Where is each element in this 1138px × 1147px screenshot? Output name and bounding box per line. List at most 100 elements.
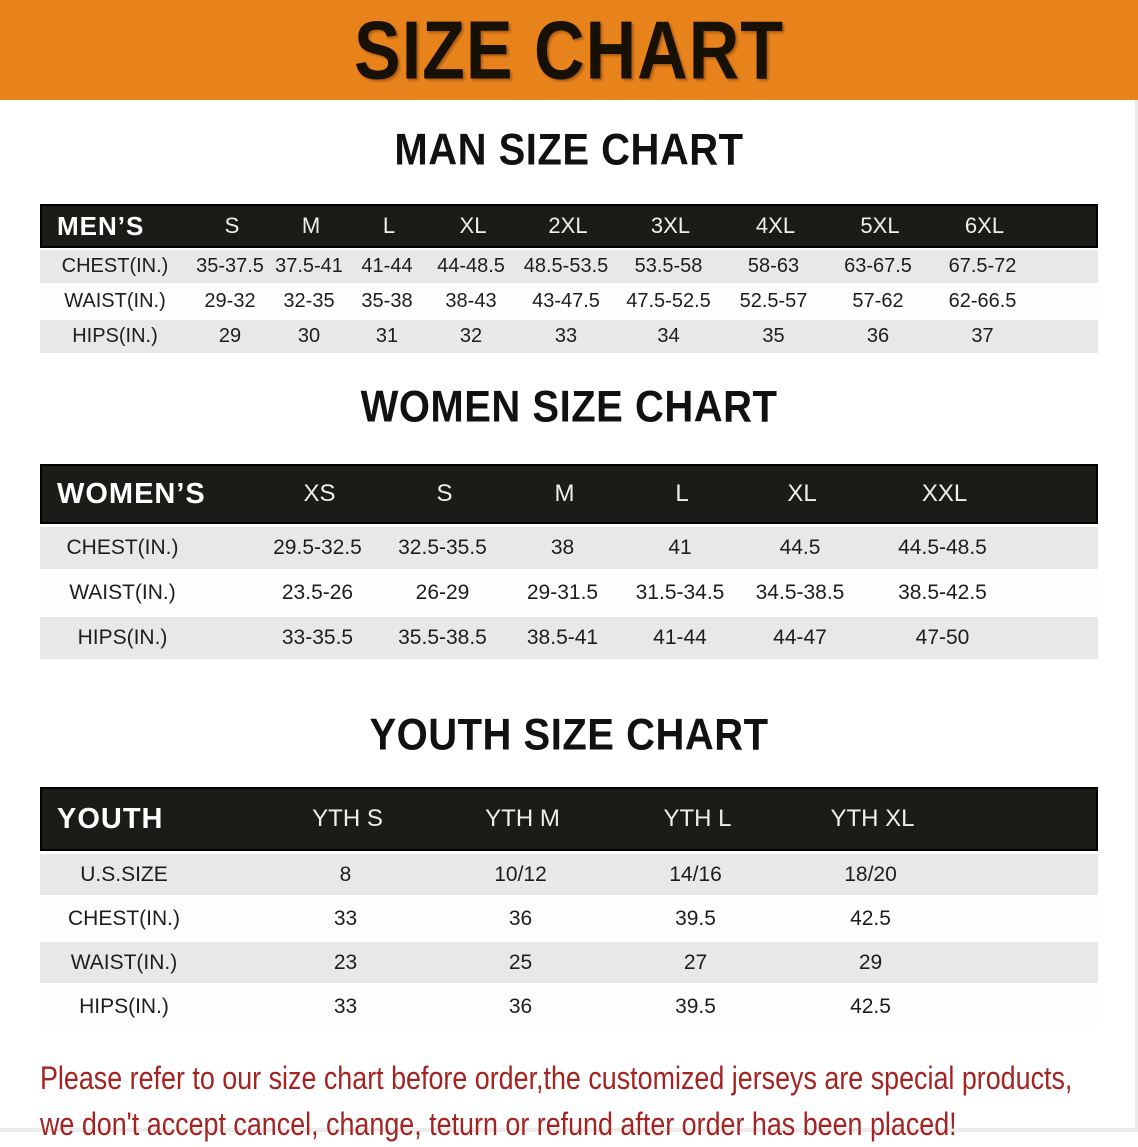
mens-size-value-cell: 44-48.5 bbox=[437, 255, 505, 277]
mens-size-value-cell: 35 bbox=[762, 325, 785, 347]
womens-size-value-cell: 31.5-34.5 bbox=[635, 581, 725, 604]
youth-size-column-header: YTH M bbox=[485, 805, 560, 832]
womens-size-value-cell: 41 bbox=[668, 536, 692, 559]
section-heading-women-text: WOMEN SIZE CHART bbox=[360, 382, 778, 432]
mens-size-value-cell: 58-63 bbox=[747, 255, 800, 277]
womens-size-column-header: XXL bbox=[921, 480, 968, 507]
mens-row-label: WAIST(IN.) bbox=[64, 290, 166, 312]
youth-size-value-cell: 36 bbox=[508, 994, 533, 1018]
mens-size-column-header: M bbox=[301, 213, 321, 238]
womens-size-value-cell: 44.5 bbox=[779, 536, 821, 559]
womens-table-row: CHEST(IN.) 29.5-32.5 32.5-35.5 38 41 44.5 44.5… bbox=[40, 527, 1098, 569]
mens-size-column-header: L bbox=[382, 213, 396, 238]
mens-size-column-header: XL bbox=[459, 213, 487, 238]
mens-table-header: MEN’S S M L XL 2XL 3XL 4XL 5XL 6XL bbox=[40, 204, 1098, 248]
womens-size-value-cell: 23.5-26 bbox=[281, 581, 354, 604]
womens-size-column-header: M bbox=[554, 480, 575, 507]
mens-table-row: WAIST(IN.) 29-32 32-35 35-38 38-43 43-47.5 47.… bbox=[40, 285, 1098, 318]
womens-row-label: HIPS(IN.) bbox=[77, 626, 168, 649]
youth-table-header: YOUTH YTH S YTH M YTH L YTH XL bbox=[40, 787, 1098, 851]
footer-disclaimer-line1: Please refer to our size chart before or… bbox=[40, 1060, 1073, 1096]
womens-table-row: WAIST(IN.) 23.5-26 26-29 29-31.5 31.5-34.5 34… bbox=[40, 572, 1098, 614]
womens-size-column-header: XL bbox=[787, 480, 817, 507]
youth-size-column-header: YTH L bbox=[663, 805, 732, 832]
section-heading-men: MAN SIZE CHART bbox=[0, 124, 1138, 182]
mens-size-value-cell: 33 bbox=[554, 325, 578, 347]
youth-size-value-cell: 10/12 bbox=[494, 862, 547, 886]
womens-size-value-cell: 33-35.5 bbox=[281, 626, 354, 649]
mens-size-value-cell: 47.5-52.5 bbox=[626, 290, 711, 312]
mens-size-value-cell: 52.5-57 bbox=[739, 290, 808, 312]
mens-size-value-cell: 37 bbox=[971, 325, 994, 347]
womens-size-value-cell: 35.5-38.5 bbox=[398, 626, 487, 649]
section-heading-women: WOMEN SIZE CHART bbox=[0, 381, 1138, 439]
youth-size-value-cell: 14/16 bbox=[669, 862, 722, 886]
mens-size-value-cell: 43-47.5 bbox=[532, 290, 600, 312]
mens-size-column-header: 6XL bbox=[964, 213, 1005, 238]
mens-row-label: CHEST(IN.) bbox=[61, 255, 169, 277]
footer-disclaimer: Please refer to our size chart before or… bbox=[40, 1055, 1138, 1147]
womens-row-label: WAIST(IN.) bbox=[69, 581, 176, 604]
section-heading-youth-text: YOUTH SIZE CHART bbox=[369, 710, 769, 760]
womens-size-value-cell: 38 bbox=[550, 536, 575, 559]
mens-size-value-cell: 48.5-53.5 bbox=[523, 255, 609, 277]
mens-size-value-cell: 29-32 bbox=[204, 290, 256, 312]
mens-size-value-cell: 35-37.5 bbox=[196, 255, 264, 277]
mens-size-column-header: S bbox=[224, 213, 240, 238]
youth-size-column-header: YTH S bbox=[312, 805, 383, 832]
youth-size-value-cell: 42.5 bbox=[850, 906, 891, 930]
mens-size-value-cell: 62-66.5 bbox=[948, 290, 1017, 312]
youth-size-value-cell: 36 bbox=[508, 906, 533, 930]
mens-size-value-cell: 41-44 bbox=[361, 255, 413, 277]
footer-disclaimer-line2: we don't accept cancel, change, teturn o… bbox=[40, 1106, 957, 1142]
youth-size-value-cell: 8 bbox=[339, 862, 352, 886]
womens-size-value-cell: 41-44 bbox=[653, 626, 707, 649]
mens-size-value-cell: 35-38 bbox=[361, 290, 413, 312]
youth-size-value-cell: 27 bbox=[683, 950, 708, 974]
banner: SIZE CHART bbox=[0, 0, 1138, 100]
youth-size-value-cell: 33 bbox=[333, 906, 358, 930]
womens-size-table: WOMEN’S XS S M L XL XXL CHEST(IN.) 29.5-32.5 32.5… bbox=[40, 464, 1098, 659]
womens-header-label: WOMEN’S bbox=[57, 477, 206, 510]
mens-size-value-cell: 67.5-72 bbox=[948, 255, 1017, 277]
mens-header-label: MEN’S bbox=[57, 210, 145, 241]
mens-size-value-cell: 53.5-58 bbox=[634, 255, 703, 277]
mens-row-label: HIPS(IN.) bbox=[72, 325, 158, 347]
womens-size-value-cell: 29-31.5 bbox=[526, 581, 599, 604]
youth-header-label: YOUTH bbox=[57, 802, 164, 835]
mens-size-value-cell: 38-43 bbox=[445, 290, 497, 312]
mens-size-value-cell: 57-62 bbox=[852, 290, 904, 312]
womens-size-value-cell: 34.5-38.5 bbox=[755, 581, 845, 604]
mens-size-value-cell: 34 bbox=[657, 325, 680, 347]
mens-size-value-cell: 31 bbox=[375, 325, 399, 347]
mens-table-row: CHEST(IN.) 35-37.5 37.5-41 41-44 44-48.5 48.5… bbox=[40, 250, 1098, 283]
youth-table-row: CHEST(IN.) 33 36 39.5 42.5 bbox=[40, 898, 1098, 939]
section-heading-youth: YOUTH SIZE CHART bbox=[0, 709, 1138, 767]
youth-table-row: HIPS(IN.) 33 36 39.5 42.5 bbox=[40, 986, 1098, 1027]
youth-size-value-cell: 42.5 bbox=[850, 994, 891, 1018]
womens-size-value-cell: 26-29 bbox=[415, 581, 470, 604]
womens-size-column-header: XS bbox=[303, 480, 336, 507]
womens-size-value-cell: 29.5-32.5 bbox=[273, 536, 362, 559]
womens-row-label: CHEST(IN.) bbox=[66, 536, 179, 559]
womens-size-value-cell: 38.5-42.5 bbox=[898, 581, 987, 604]
youth-size-value-cell: 18/20 bbox=[844, 862, 897, 886]
womens-table-row: HIPS(IN.) 33-35.5 35.5-38.5 38.5-41 41-44 44-… bbox=[40, 617, 1098, 659]
mens-size-column-header: 4XL bbox=[755, 213, 796, 238]
youth-size-value-cell: 39.5 bbox=[675, 994, 716, 1018]
womens-size-column-header: S bbox=[436, 480, 453, 507]
youth-row-label: HIPS(IN.) bbox=[79, 994, 169, 1018]
womens-size-value-cell: 47-50 bbox=[915, 626, 970, 649]
youth-size-value-cell: 25 bbox=[508, 950, 533, 974]
mens-size-column-header: 3XL bbox=[650, 213, 691, 238]
youth-table-row: U.S.SIZE 8 10/12 14/16 18/20 bbox=[40, 854, 1098, 895]
womens-size-value-cell: 38.5-41 bbox=[526, 626, 599, 649]
youth-row-label: CHEST(IN.) bbox=[68, 906, 180, 930]
womens-size-column-header: L bbox=[675, 480, 689, 507]
youth-row-label: U.S.SIZE bbox=[80, 862, 168, 886]
mens-size-column-header: 2XL bbox=[548, 213, 588, 238]
mens-size-value-cell: 32 bbox=[459, 325, 483, 347]
womens-size-value-cell: 32.5-35.5 bbox=[398, 536, 487, 559]
mens-size-value-cell: 30 bbox=[297, 325, 321, 347]
